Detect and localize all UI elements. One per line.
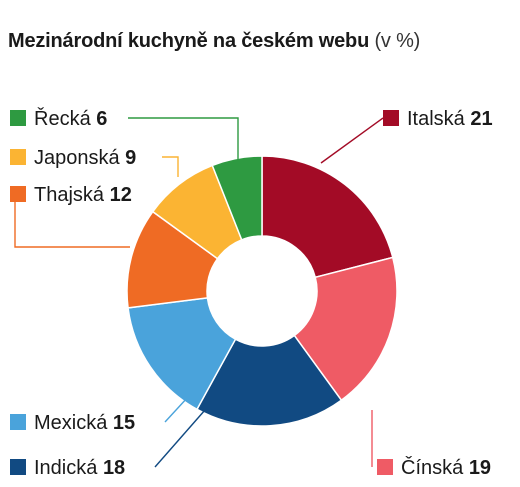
chart-title: Mezinárodní kuchyně na českém webu [8,30,370,52]
label-indicka: Indická 18 [34,457,125,479]
value-thajska: 12 [110,184,132,206]
swatch-cinska [377,459,393,475]
label-text-italska: Italská [407,108,470,130]
leader-recka [128,117,239,160]
label-text-cinska: Čínská [401,456,469,479]
label-japonska: Japonská 9 [34,147,136,169]
label-text-mexicka: Mexická [34,412,113,434]
value-japonska: 9 [125,147,136,169]
leader-indicka [154,409,206,468]
label-recka: Řecká 6 [34,107,107,130]
slice-recka [211,155,263,241]
swatch-indicka [10,459,26,475]
chart-unit: (v %) [374,30,421,52]
swatch-thajska [10,186,26,202]
label-italska: Italská 21 [407,108,493,130]
leader-mexicka [164,396,189,423]
value-mexicka: 15 [113,412,135,434]
slice-italska [261,155,394,279]
chart-title-block: Mezinárodní kuchyně na českém webu (v %) [8,30,420,53]
leader-italska [320,117,384,164]
label-mexicka: Mexická 15 [34,412,135,434]
label-text-recka: Řecká [34,107,96,130]
value-recka: 6 [96,108,107,130]
slice-cinska [293,256,398,402]
labels: Italská 21 Čínská 19 Indická 18 Mexická 15 T… [10,107,493,479]
value-cinska: 19 [469,457,491,479]
swatch-mexicka [10,414,26,430]
slice-indicka [195,334,343,427]
slice-mexicka [127,297,237,411]
swatch-japonska [10,149,26,165]
swatch-recka [10,110,26,126]
leader-japonska [162,156,179,177]
label-cinska: Čínská 19 [401,456,491,479]
slices [126,155,398,427]
swatch-italska [383,110,399,126]
value-indicka: 18 [103,457,125,479]
label-text-thajska: Thajská [34,184,110,206]
label-thajska: Thajská 12 [34,184,132,206]
value-italska: 21 [470,108,492,130]
label-text-japonska: Japonská [34,147,125,169]
label-text-indicka: Indická [34,457,103,479]
